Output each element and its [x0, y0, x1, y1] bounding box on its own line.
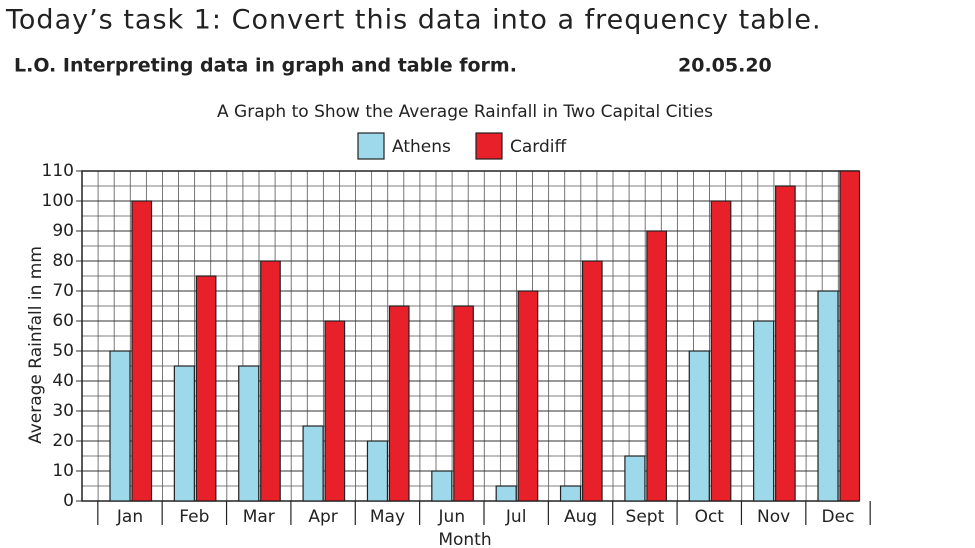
bar: [366, 440, 389, 502]
bar: [517, 290, 539, 502]
y-tick-label: 70: [52, 281, 74, 301]
bar: [388, 305, 410, 502]
y-tick-label: 10: [52, 461, 74, 481]
legend-label: Cardiff: [510, 137, 567, 157]
y-tick-label: 100: [42, 191, 74, 211]
y-tick-label: 80: [52, 251, 74, 271]
y-tick-label: 60: [52, 311, 74, 331]
bar: [109, 350, 131, 502]
legend-swatch: [357, 132, 385, 160]
bar: [817, 290, 839, 502]
chart-title: A Graph to Show the Average Rainfall in …: [217, 102, 713, 122]
bar: [173, 365, 195, 502]
bar: [495, 485, 517, 502]
bar: [324, 320, 346, 502]
bar: [559, 485, 582, 502]
y-axis-label: Average Rainfall in mm: [26, 246, 46, 444]
task-heading: Today’s task 1: Convert this data into a…: [5, 5, 822, 36]
y-tick-label: 110: [42, 161, 74, 181]
bar: [302, 425, 324, 502]
bar: [710, 200, 732, 502]
bar: [646, 230, 668, 502]
x-tick-label: Jun: [438, 507, 466, 527]
x-tick-label: Oct: [695, 507, 725, 527]
y-tick-label: 0: [63, 491, 74, 511]
y-tick-label: 90: [52, 221, 74, 241]
legend-label: Athens: [392, 137, 451, 157]
y-tick-label: 50: [52, 341, 74, 361]
x-tick-label: Jul: [505, 507, 527, 527]
y-tick-label: 20: [52, 431, 74, 451]
bar: [195, 275, 217, 502]
objective: L.O. Interpreting data in graph and tabl…: [14, 55, 517, 77]
bar: [453, 305, 474, 502]
y-tick-label: 30: [52, 401, 74, 421]
x-tick-label: Sept: [626, 507, 665, 527]
bar: [238, 365, 260, 502]
bar: [624, 455, 646, 502]
x-tick-label: Aug: [564, 507, 597, 527]
x-tick-label: Dec: [822, 507, 855, 527]
bar: [688, 350, 710, 502]
date: 20.05.20: [678, 55, 772, 77]
bar: [753, 320, 775, 502]
legend-swatch: [475, 132, 503, 160]
x-axis-label: Month: [438, 530, 491, 548]
x-tick-label: May: [370, 507, 405, 527]
y-tick-label: 40: [52, 371, 74, 391]
x-tick-label: Feb: [179, 507, 209, 527]
x-tick-label: Nov: [757, 507, 790, 527]
bar: [775, 185, 796, 502]
bar: [131, 200, 153, 502]
bar: [839, 170, 861, 502]
bar: [260, 260, 281, 502]
chart: A Graph to Show the Average Rainfall in …: [26, 102, 713, 548]
bar: [431, 470, 453, 502]
bar: [581, 260, 603, 502]
x-tick-label: Apr: [308, 507, 337, 527]
x-tick-label: Jan: [116, 507, 143, 527]
x-tick-label: Mar: [243, 507, 275, 527]
